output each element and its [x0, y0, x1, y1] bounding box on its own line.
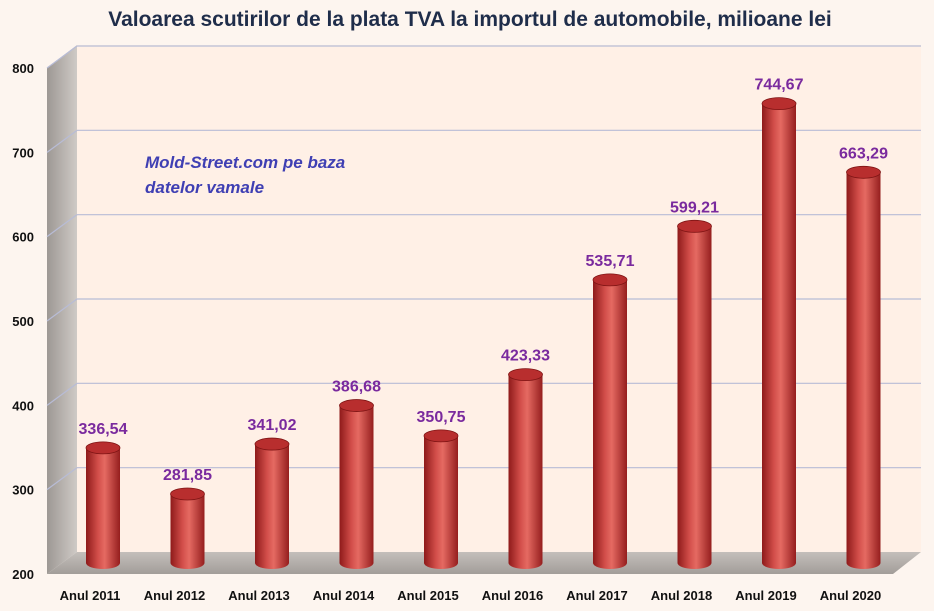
value-label: 423,33: [501, 348, 550, 365]
source-note-line-2: datelor vamale: [145, 178, 264, 197]
x-tick-label: Anul 2019: [735, 588, 796, 603]
bar: [254, 437, 290, 569]
value-label: 663,29: [839, 145, 888, 162]
value-labels: 336,54 281,85 341,02 386,68 350,75 423,33 535,…: [79, 77, 889, 484]
x-tick-label: Anul 2013: [228, 588, 289, 603]
value-label: 341,02: [248, 417, 297, 434]
value-label: 599,21: [670, 199, 719, 216]
bar: [761, 97, 797, 570]
value-label: 281,85: [163, 467, 212, 484]
y-tick-label: 300: [12, 483, 34, 498]
bar: [339, 399, 374, 569]
value-label: 350,75: [417, 409, 466, 426]
x-tick-label: Anul 2012: [144, 588, 205, 603]
y-axis-ticks: 200 300 400 500 600 700 800: [12, 61, 34, 582]
bars: [85, 97, 881, 570]
value-label: 336,54: [79, 421, 128, 438]
x-tick-label: Anul 2016: [482, 588, 543, 603]
value-label: 535,71: [586, 253, 635, 270]
y-tick-label: 700: [12, 145, 34, 160]
bar: [677, 219, 712, 570]
value-label: 744,67: [755, 77, 804, 94]
chart-title: Valoarea scutirilor de la plata TVA la i…: [108, 8, 832, 31]
gridline: [46, 45, 921, 69]
y-tick-label: 500: [12, 314, 34, 329]
x-tick-label: Anul 2015: [397, 588, 458, 603]
x-tick-label: Anul 2011: [60, 588, 121, 603]
bar: [170, 487, 205, 569]
x-tick-label: Anul 2017: [566, 588, 627, 603]
x-tick-label: Anul 2014: [313, 588, 375, 603]
bar: [508, 368, 543, 569]
bar: [423, 429, 459, 569]
bar: [592, 273, 628, 569]
x-tick-label: Anul 2018: [651, 588, 712, 603]
bar: [846, 165, 881, 569]
y-tick-label: 800: [12, 61, 34, 76]
y-tick-label: 400: [12, 398, 34, 413]
bar: [85, 441, 121, 569]
x-axis-labels: Anul 2011 Anul 2012 Anul 2013 Anul 2014 Anul…: [60, 588, 882, 603]
x-tick-label: Anul 2020: [820, 588, 881, 603]
value-label: 386,68: [332, 379, 381, 396]
y-tick-label: 600: [12, 230, 34, 245]
y-tick-label: 200: [12, 567, 34, 582]
source-note-line-1: Mold-Street.com pe baza: [145, 153, 345, 172]
